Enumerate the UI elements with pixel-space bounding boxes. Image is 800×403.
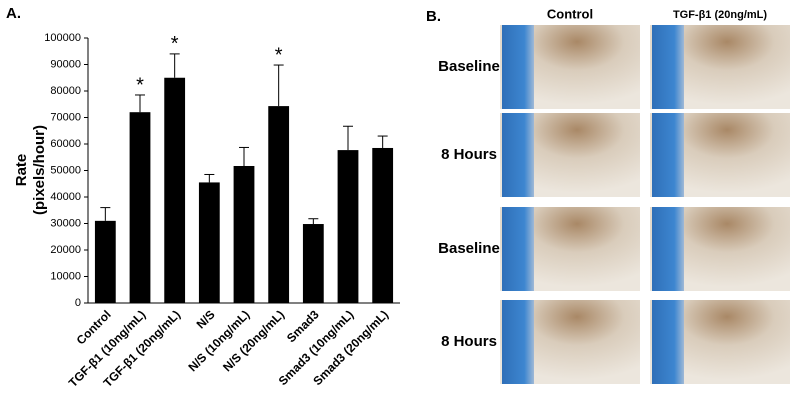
- image-panel: Control TGF-β1 (20ng/mL) Baseline 8 Hours Ba…: [438, 6, 790, 384]
- row-label: 8 Hours: [441, 146, 497, 163]
- scratch-edge: [652, 113, 684, 197]
- y-tick-label: 0: [75, 297, 81, 309]
- scratch-edge: [502, 207, 534, 291]
- row-label: 8 Hours: [441, 333, 497, 350]
- y-tick-label: 60000: [50, 138, 81, 150]
- y-tick-label: 50000: [50, 164, 81, 176]
- significance-marker: *: [275, 44, 283, 66]
- bar-chart: 0 10000 20000 30000 40000 50000 60000 70000 8000…: [44, 32, 400, 390]
- scratch-edge: [502, 25, 534, 109]
- y-axis-title-line: Rate: [13, 154, 30, 187]
- bar: [233, 165, 255, 303]
- scratch-edge: [652, 25, 684, 109]
- bar: [94, 220, 116, 303]
- y-axis-title-line: (pixels/hour): [31, 125, 48, 215]
- y-tick-label: 100000: [44, 32, 81, 44]
- y-tick-label: 70000: [50, 111, 81, 123]
- bar: [372, 147, 394, 303]
- significance-marker: *: [136, 74, 144, 96]
- scratch-edge: [652, 300, 684, 384]
- column-header: Control: [547, 6, 593, 21]
- y-tick-label: 10000: [50, 270, 81, 282]
- bar: [337, 150, 359, 303]
- bar: [302, 224, 324, 303]
- scratch-edge: [652, 207, 684, 291]
- panel-label: B.: [426, 8, 441, 25]
- row-label: Baseline: [438, 240, 500, 257]
- y-axis-title: Rate (pixels/hour): [13, 125, 48, 215]
- x-tick-label: N/S (20ng/mL): [220, 307, 287, 374]
- significance-marker: *: [171, 33, 179, 55]
- x-tick-label-group: N/S (20ng/mL): [220, 307, 287, 374]
- scratch-edge: [502, 300, 534, 384]
- x-tick-label-group: N/S: [194, 307, 218, 331]
- row-label: Baseline: [438, 58, 500, 75]
- bar: [129, 112, 151, 303]
- x-tick-label: N/S: [194, 307, 218, 331]
- bar: [198, 182, 220, 303]
- y-tick-label: 80000: [50, 85, 81, 97]
- y-tick-label: 30000: [50, 217, 81, 229]
- bar: [268, 106, 290, 303]
- panel-label: A.: [6, 5, 21, 22]
- column-header: TGF-β1 (20ng/mL): [673, 9, 767, 21]
- y-tick-label: 90000: [50, 58, 81, 70]
- scratch-edge: [502, 113, 534, 197]
- y-tick-label: 40000: [50, 191, 81, 203]
- y-tick-label: 20000: [50, 244, 81, 256]
- bar: [164, 77, 186, 303]
